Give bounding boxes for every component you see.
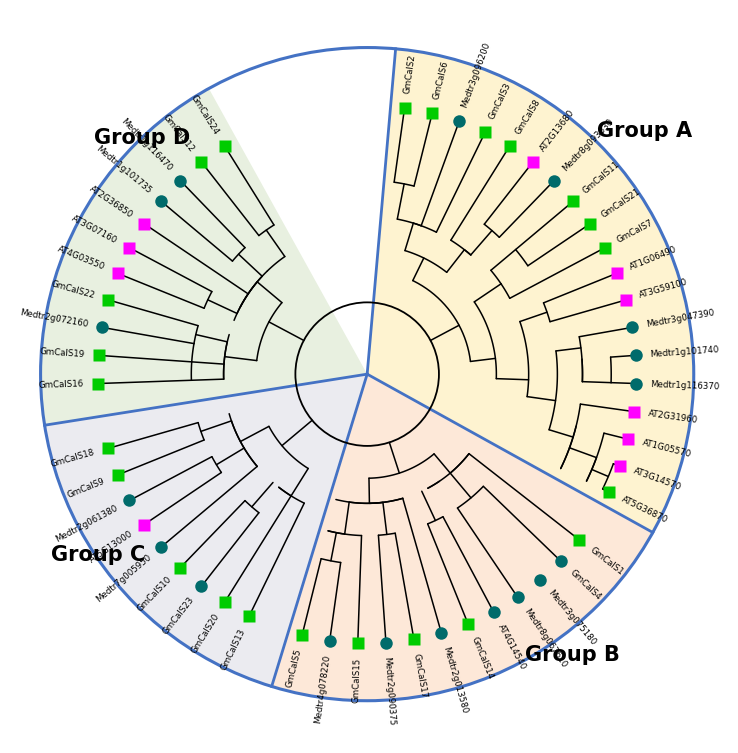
Text: Medtr8g093630: Medtr8g093630 xyxy=(561,117,615,173)
Text: AT4G03550: AT4G03550 xyxy=(56,245,106,272)
Wedge shape xyxy=(44,374,368,687)
Text: AT2G36850: AT2G36850 xyxy=(88,184,134,219)
Text: GmCalS10: GmCalS10 xyxy=(136,575,173,614)
Text: GmCalS1: GmCalS1 xyxy=(587,545,624,577)
Text: AT3G59100: AT3G59100 xyxy=(638,278,689,300)
Text: Medtr3g096200: Medtr3g096200 xyxy=(460,41,492,109)
Text: AT4G14540: AT4G14540 xyxy=(496,623,528,671)
Text: AT5G36870: AT5G36870 xyxy=(620,495,669,525)
Text: GmCalS22: GmCalS22 xyxy=(50,279,96,300)
Wedge shape xyxy=(41,89,368,425)
Text: GmCalS18: GmCalS18 xyxy=(50,448,96,469)
Text: AT5G13000: AT5G13000 xyxy=(88,529,134,565)
Text: Medtr3g075180: Medtr3g075180 xyxy=(546,588,597,648)
Text: GmCalS12: GmCalS12 xyxy=(161,112,196,154)
Text: Group B: Group B xyxy=(525,645,620,665)
Text: Medtr1g116370: Medtr1g116370 xyxy=(650,380,720,391)
Text: GmCalS2: GmCalS2 xyxy=(402,53,417,94)
Wedge shape xyxy=(368,49,694,532)
Text: GmCalS17: GmCalS17 xyxy=(412,653,429,699)
Text: GmCalS3: GmCalS3 xyxy=(487,81,513,121)
Text: AT1G06490: AT1G06490 xyxy=(628,245,678,272)
Text: GmCalS7: GmCalS7 xyxy=(615,218,655,245)
Text: Medtr8g067610: Medtr8g067610 xyxy=(522,607,568,669)
Text: Group D: Group D xyxy=(94,129,190,148)
Text: Medtr2g061380: Medtr2g061380 xyxy=(54,503,119,544)
Text: GmCalS16: GmCalS16 xyxy=(38,380,84,390)
Text: GmCalS4: GmCalS4 xyxy=(568,568,603,602)
Wedge shape xyxy=(272,374,653,701)
Text: Medtr2g072160: Medtr2g072160 xyxy=(19,309,89,329)
Text: GmCalS14: GmCalS14 xyxy=(469,636,494,681)
Text: Medtr2g013580: Medtr2g013580 xyxy=(441,645,469,715)
Text: GmCalS8: GmCalS8 xyxy=(514,98,542,136)
Text: GmCalS20: GmCalS20 xyxy=(189,612,221,655)
Text: Medtr1g101735: Medtr1g101735 xyxy=(94,144,153,195)
Text: Medtr1g116470: Medtr1g116470 xyxy=(119,117,173,173)
Text: GmCalS13: GmCalS13 xyxy=(219,627,247,672)
Text: GmCalS9: GmCalS9 xyxy=(66,476,106,499)
Text: AT1G05570: AT1G05570 xyxy=(641,438,692,459)
Text: AT2G13680: AT2G13680 xyxy=(538,108,576,154)
Text: Medtr3g047390: Medtr3g047390 xyxy=(646,309,715,329)
Text: Medtr1g101740: Medtr1g101740 xyxy=(649,345,720,359)
Text: Group A: Group A xyxy=(597,121,692,142)
Text: Medtr4g078220: Medtr4g078220 xyxy=(314,654,332,724)
Text: GmCalS6: GmCalS6 xyxy=(432,59,449,100)
Text: AT2G31960: AT2G31960 xyxy=(647,409,698,425)
Text: Medtr2g090375: Medtr2g090375 xyxy=(382,657,396,726)
Text: Medtr7g005950: Medtr7g005950 xyxy=(94,553,153,604)
Text: GmCalS5: GmCalS5 xyxy=(285,648,303,689)
Text: AT3G07160: AT3G07160 xyxy=(70,213,119,245)
Text: Group C: Group C xyxy=(52,544,145,565)
Text: GmCalS23: GmCalS23 xyxy=(161,595,196,636)
Text: GmCalS24: GmCalS24 xyxy=(189,93,221,136)
Text: GmCalS15: GmCalS15 xyxy=(351,657,362,703)
Text: GmCalS19: GmCalS19 xyxy=(39,346,85,359)
Text: GmCalS21: GmCalS21 xyxy=(600,187,642,219)
Text: GmCalS11: GmCalS11 xyxy=(582,160,622,195)
Text: AT3G14570: AT3G14570 xyxy=(632,467,683,492)
